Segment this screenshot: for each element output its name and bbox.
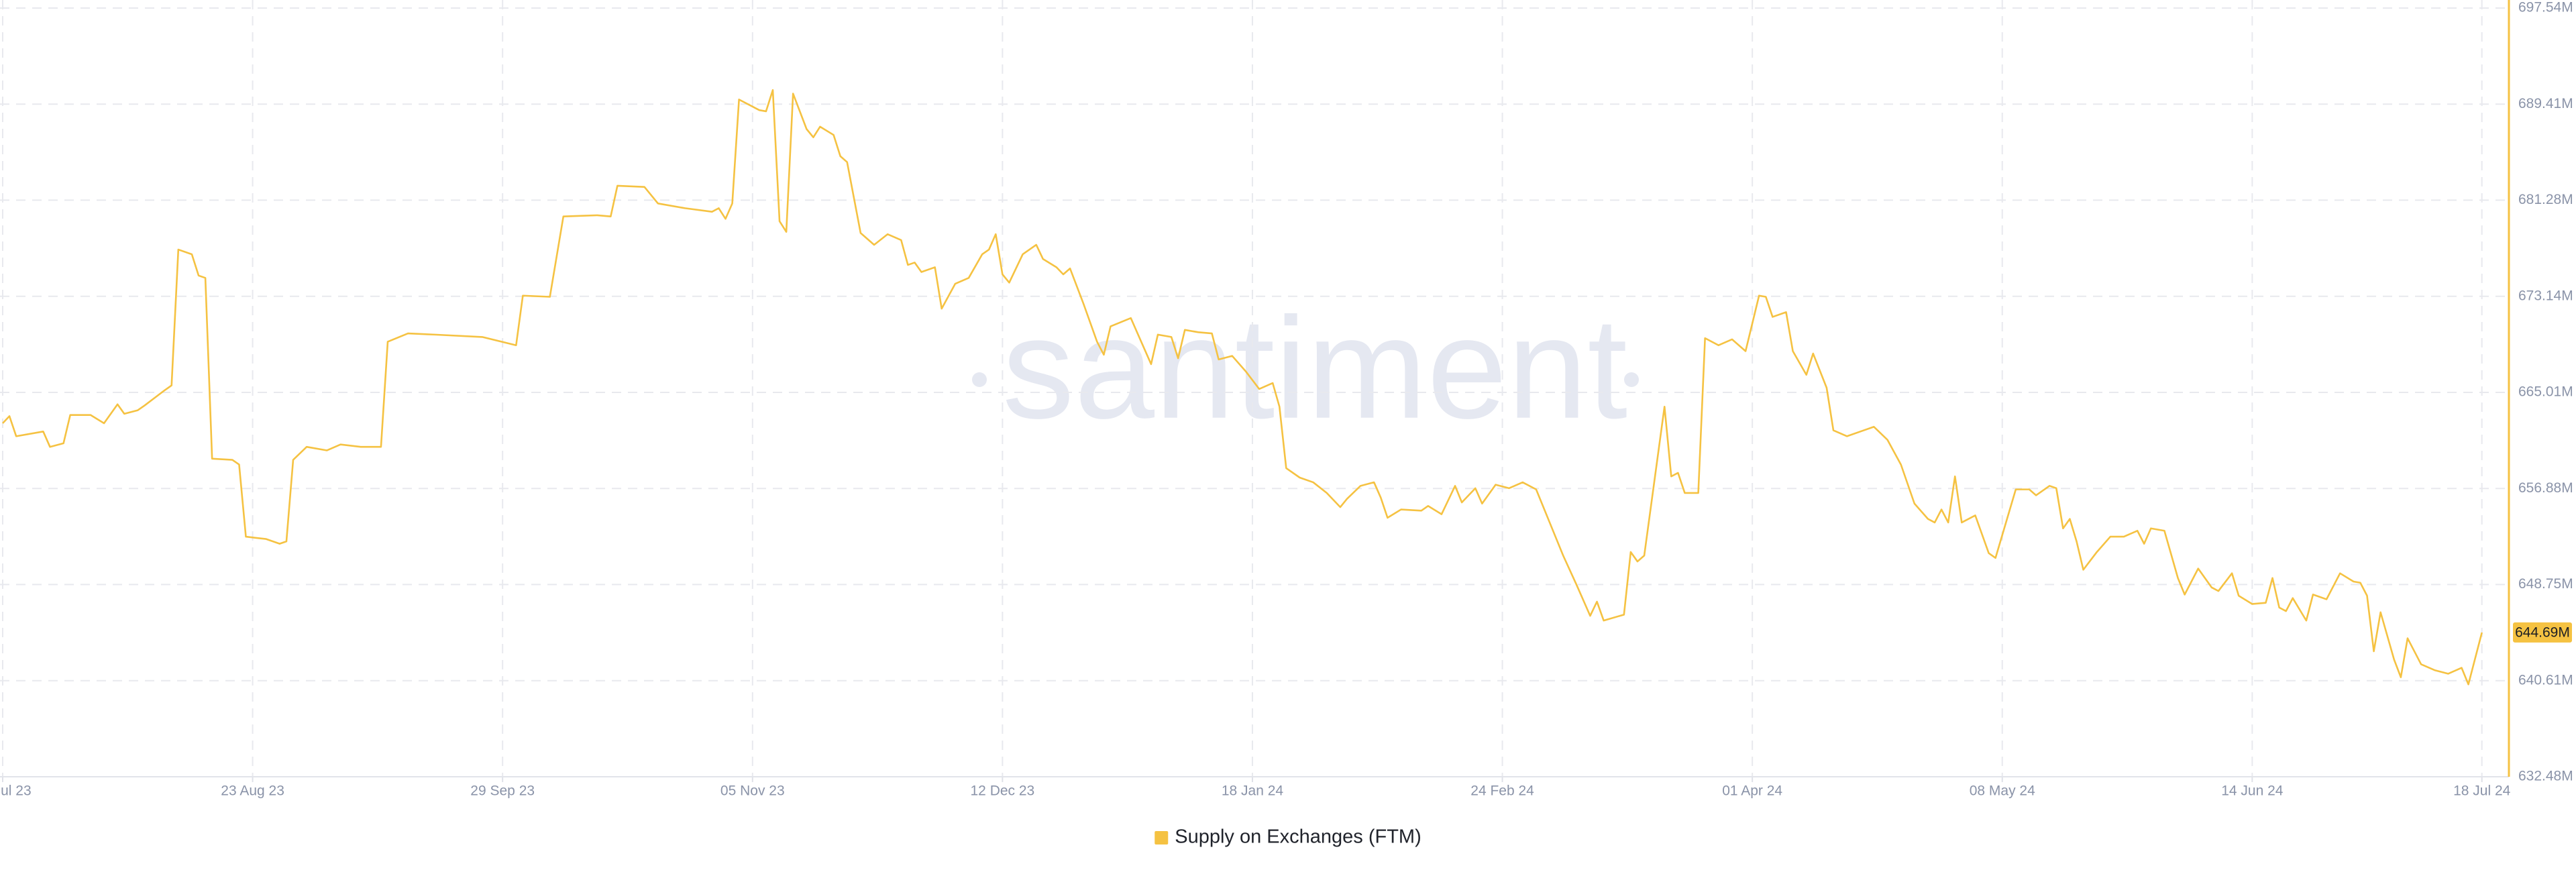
legend-swatch	[1155, 831, 1169, 844]
x-tick-label: 24 Feb 24	[1470, 783, 1534, 799]
value-badge	[2513, 622, 2572, 643]
y-tick-label: 681.28M	[2518, 192, 2573, 207]
x-tick-label: 29 Sep 23	[470, 783, 535, 799]
x-tick-label: 08 May 24	[1970, 783, 2035, 799]
y-tick-label: 632.48M	[2518, 769, 2573, 784]
x-tick-label: 23 Aug 23	[221, 783, 284, 799]
y-tick-label: 689.41M	[2518, 96, 2573, 111]
value-label: 644.69M	[2515, 624, 2570, 640]
x-tick-label: 17 Jul 23	[0, 783, 32, 799]
legend-item: Supply on Exchanges (FTM)	[1155, 826, 1421, 848]
watermark-dot	[1624, 372, 1639, 387]
x-tick-label: 18 Jul 24	[2453, 783, 2511, 799]
x-tick-label: 05 Nov 23	[720, 783, 785, 799]
plot: 644.69M	[2, 89, 2572, 686]
y-tick-label: 697.54M	[2518, 0, 2573, 15]
grid: 632.48M 640.61M 648.75M 656.88M 665.01M 673.1…	[0, 0, 2573, 799]
y-tick-label: 656.88M	[2518, 480, 2573, 496]
y-tick-label: 640.61M	[2518, 672, 2573, 688]
x-tick-label: 12 Dec 23	[971, 783, 1035, 799]
watermark: santiment	[1002, 287, 1627, 449]
x-tick-label: 01 Apr 24	[1722, 783, 1782, 799]
legend-label: Supply on Exchanges (FTM)	[1175, 826, 1421, 848]
y-tick-label: 673.14M	[2518, 288, 2573, 303]
x-tick-label: 18 Jan 24	[1222, 783, 1284, 799]
watermark-dot	[972, 372, 987, 387]
watermark-group: santiment	[972, 287, 1639, 449]
x-tick-label: 14 Jun 24	[2221, 783, 2284, 799]
y-tick-label: 648.75M	[2518, 576, 2573, 592]
y-tick-label: 665.01M	[2518, 384, 2573, 400]
series-line	[2, 89, 2483, 686]
legend: Supply on Exchanges (FTM)	[1155, 826, 1421, 848]
